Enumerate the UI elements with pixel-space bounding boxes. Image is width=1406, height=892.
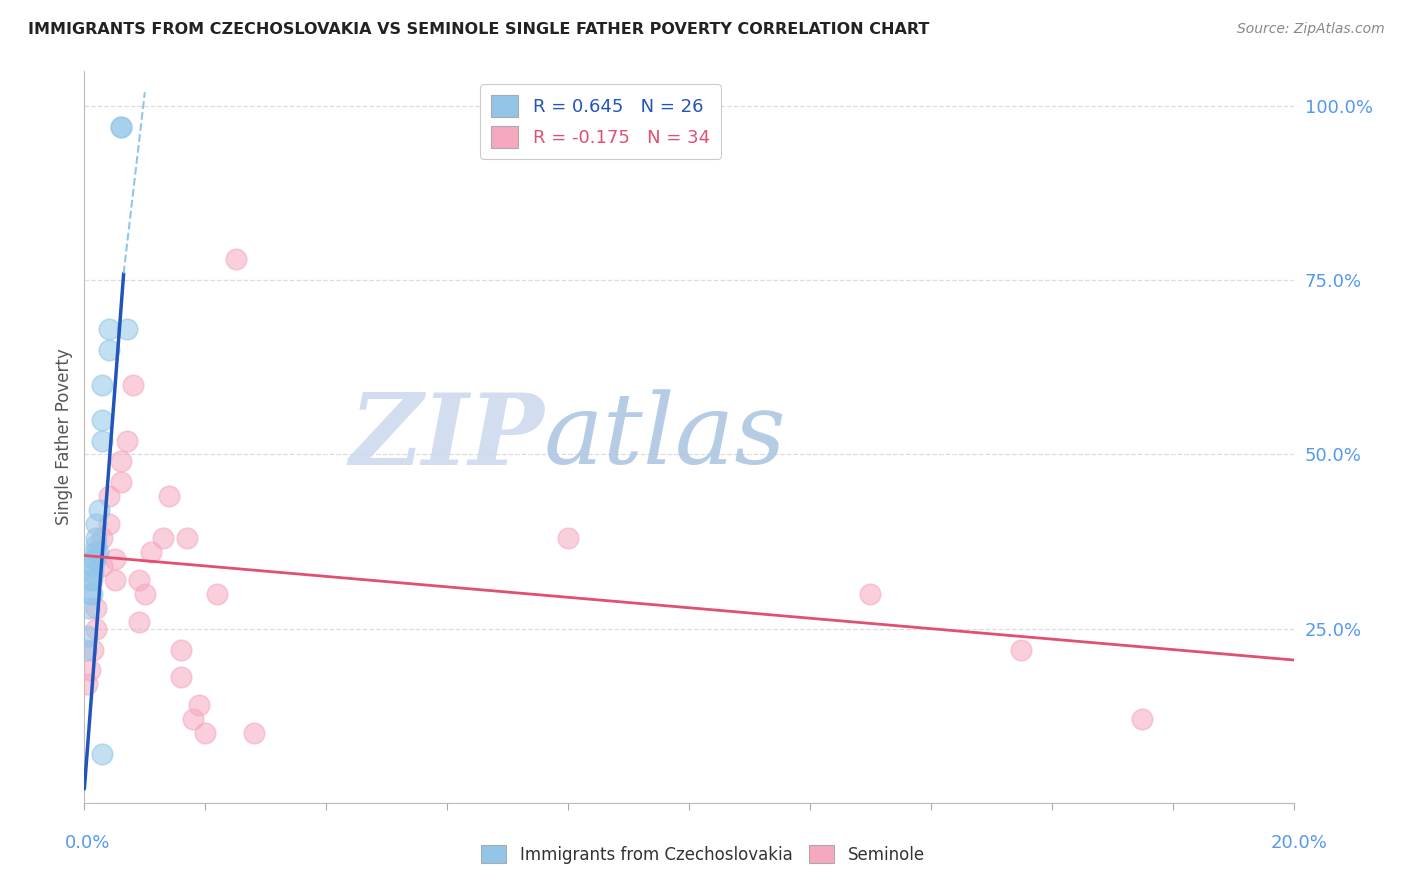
Point	[139, 545, 162, 559]
Point	[110, 120, 132, 134]
Legend: R = 0.645   N = 26, R = -0.175   N = 34: R = 0.645 N = 26, R = -0.175 N = 34	[481, 84, 721, 159]
Point	[1130, 712, 1153, 726]
Point	[207, 587, 229, 601]
Point	[75, 642, 97, 657]
Point	[97, 343, 120, 357]
Point	[128, 573, 150, 587]
Point	[82, 566, 104, 580]
Point	[79, 664, 101, 678]
Point	[115, 434, 138, 448]
Point	[79, 587, 101, 601]
Text: IMMIGRANTS FROM CZECHOSLOVAKIA VS SEMINOLE SINGLE FATHER POVERTY CORRELATION CHA: IMMIGRANTS FROM CZECHOSLOVAKIA VS SEMINO…	[28, 22, 929, 37]
Point	[86, 545, 108, 559]
Point	[82, 558, 104, 573]
Point	[1010, 642, 1032, 657]
Point	[110, 454, 132, 468]
Point	[97, 517, 120, 532]
Point	[176, 531, 198, 545]
Point	[91, 531, 114, 545]
Point	[115, 322, 138, 336]
Point	[91, 747, 114, 761]
Point	[83, 552, 105, 566]
Y-axis label: Single Father Poverty: Single Father Poverty	[55, 349, 73, 525]
Point	[91, 558, 114, 573]
Point	[242, 726, 264, 740]
Point	[84, 552, 107, 566]
Point	[128, 615, 150, 629]
Point	[82, 573, 104, 587]
Point	[80, 587, 103, 601]
Point	[121, 377, 143, 392]
Point	[82, 642, 104, 657]
Point	[110, 475, 132, 490]
Point	[97, 322, 120, 336]
Point	[188, 698, 211, 713]
Point	[83, 545, 105, 559]
Point	[110, 120, 132, 134]
Text: 20.0%: 20.0%	[1271, 834, 1327, 852]
Point	[91, 434, 114, 448]
Point	[157, 489, 180, 503]
Text: ZIP: ZIP	[349, 389, 544, 485]
Point	[86, 538, 108, 552]
Point	[91, 412, 114, 426]
Point	[557, 531, 579, 545]
Legend: Immigrants from Czechoslovakia, Seminole: Immigrants from Czechoslovakia, Seminole	[475, 838, 931, 871]
Point	[79, 573, 101, 587]
Point	[77, 600, 100, 615]
Point	[97, 489, 120, 503]
Point	[152, 531, 174, 545]
Point	[170, 670, 193, 684]
Point	[104, 573, 127, 587]
Point	[194, 726, 217, 740]
Point	[134, 587, 156, 601]
Point	[76, 677, 98, 691]
Text: atlas: atlas	[544, 390, 786, 484]
Point	[91, 377, 114, 392]
Point	[86, 531, 108, 545]
Point	[86, 622, 108, 636]
Point	[859, 587, 882, 601]
Point	[89, 503, 111, 517]
Point	[76, 629, 98, 643]
Point	[86, 600, 108, 615]
Point	[225, 252, 247, 267]
Point	[170, 642, 193, 657]
Text: Source: ZipAtlas.com: Source: ZipAtlas.com	[1237, 22, 1385, 37]
Text: 0.0%: 0.0%	[65, 834, 110, 852]
Point	[104, 552, 127, 566]
Point	[86, 517, 108, 532]
Point	[181, 712, 204, 726]
